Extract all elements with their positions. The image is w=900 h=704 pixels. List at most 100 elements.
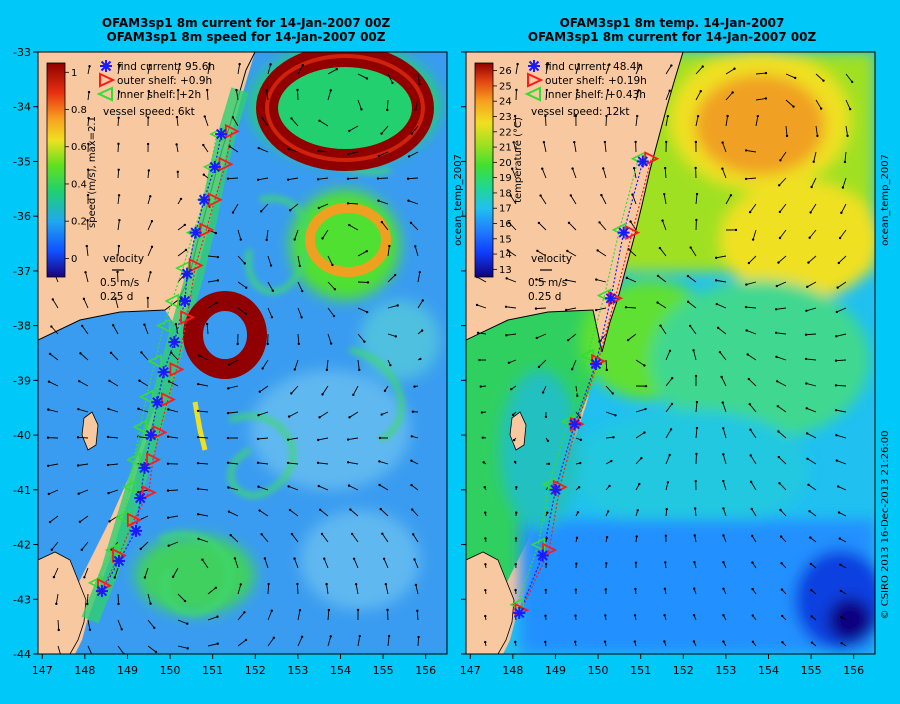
velocity-arrow-head [694,167,696,169]
velocity-arrow-head [840,616,842,618]
velocity-arrow-head [203,174,205,176]
velocity-arrow-head [272,290,274,292]
velocity-arrow-head [805,358,807,360]
velocity-arrow-head [695,375,697,377]
velocity-arrow-head [669,350,671,352]
velocity-arrow-head [328,609,330,611]
velocity-arrow-head [293,238,295,240]
velocity-arrow-head [808,237,810,239]
velocity-arrow-head [118,194,120,196]
velocity-arrow-head [411,508,413,510]
velocity-arrow-head [687,301,689,303]
velocity-arrow-head [419,358,421,360]
velocity-arrow-head [693,588,695,590]
velocity-arrow-head [410,460,412,462]
velocity-arrow-head [778,184,780,186]
x-tick-label: 147 [32,664,53,677]
x-tick-label: 155 [801,664,822,677]
velocity-arrow-head [657,275,659,277]
velocity-arrow-head [546,511,548,513]
x-tick-label: 150 [160,664,181,677]
velocity-arrow-head [695,219,697,221]
velocity-arrow-head [89,629,91,631]
velocity-arrow-head [377,177,379,179]
velocity-arrow-head [514,461,516,463]
velocity-arrow-head [197,513,199,515]
velocity-arrow-head [807,261,809,263]
velocity-arrow-head [687,275,689,277]
colorbar-tick-label: 15 [499,234,512,245]
velocity-arrow-head [840,590,842,592]
velocity-arrow-head [835,360,837,362]
velocity-arrow-head [696,427,698,429]
x-tick-label: 154 [330,664,351,677]
velocity-arrow-head [290,392,292,394]
velocity-arrow-head [288,415,290,417]
velocity-arrow-head [835,434,837,436]
velocity-arrow-head [663,193,665,195]
velocity-arrow-head [378,155,380,157]
velocity-arrow-head [566,250,568,252]
velocity-arrow-head [227,437,229,439]
velocity-arrow-head [775,332,777,334]
velocity-arrow-head [565,309,567,311]
velocity-arrow-head [577,511,579,513]
colorbar-tick-label: 13 [499,265,512,276]
velocity-arrow-head [88,65,90,67]
velocity-arrow-head [604,614,606,616]
velocity-arrow-head [349,508,351,510]
velocity-arrow-head [484,563,486,565]
velocity-arrow-head [358,369,360,371]
velocity-arrow-head [366,250,368,252]
panel-left-map [38,45,447,657]
colorbar-tick-label: 21 [499,143,512,154]
velocity-arrow-head [378,484,380,486]
velocity-arrow-head [664,167,666,169]
x-tick-label: 152 [245,664,266,677]
colorbar-tick-label: 23 [499,112,512,123]
velocity-arrow-head [808,510,810,512]
route-find-current-marker [618,227,630,239]
velocity-arrow-head [79,352,81,354]
velocity-arrow-head [84,271,86,273]
velocity-arrow-head [360,108,362,110]
velocity-arrow-head [779,159,781,161]
velocity-arrow-head [720,376,722,378]
velocity-arrow-head [715,279,717,281]
velocity-arrow-head [151,220,153,222]
velocity-arrow-head [805,334,807,336]
velocity-arrow-head [659,247,661,249]
velocity-arrow-head [820,107,822,109]
velocity-arrow-head [291,533,293,535]
velocity-arrow-head [147,143,149,145]
velocity-arrow-head [670,428,672,430]
route-find-current-marker [637,155,649,167]
velocity-arrow-head [576,395,578,397]
velocity-arrow-head [726,115,728,117]
velocity-arrow-head [267,583,269,585]
velocity-arrow-head [217,642,219,644]
velocity-arrow-head [137,408,139,410]
velocity-arrow-head [348,416,350,418]
velocity-arrow-head [264,557,266,559]
colorbar-temperature [475,63,493,277]
x-tick-label: 148 [74,664,95,677]
velocity-arrow [418,637,419,646]
velocity-arrow-head [117,169,119,171]
y-tick-label: -40 [13,429,31,442]
velocity-arrow-head [595,309,597,311]
colorbar-tick-label: 25 [499,81,512,92]
velocity-arrow-head [217,279,219,281]
velocity-arrow [268,584,269,594]
x-tick-label: 150 [588,664,609,677]
velocity-arrow-head [177,171,179,173]
velocity-arrow-head [388,245,390,247]
route-find-current-marker [134,492,146,504]
velocity-arrow-head [381,533,383,535]
y-tick-label: -38 [13,320,31,333]
x-tick-label: 148 [502,664,523,677]
velocity-arrow-head [351,533,353,535]
velocity-arrow-head [108,380,110,382]
velocity-arrow-head [167,517,169,519]
